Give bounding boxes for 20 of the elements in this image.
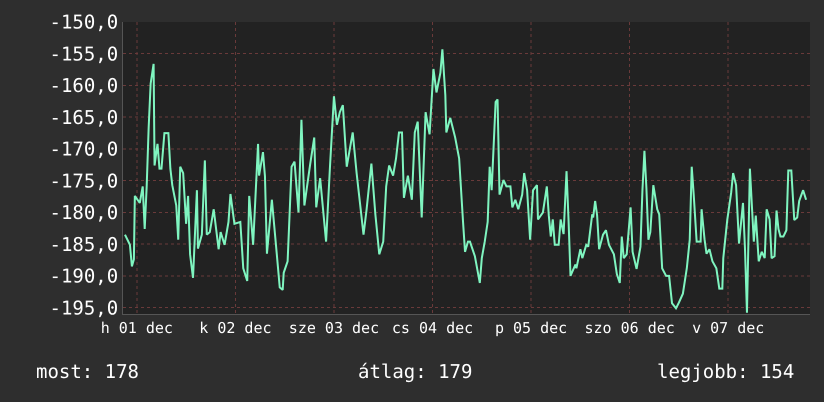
text: most: 178 — [36, 361, 139, 383]
y-tick-label: -150,0 — [50, 12, 118, 34]
x-tick-label: sze 03 dec — [288, 319, 380, 337]
y-tick-label: -195,0 — [50, 297, 118, 320]
y-tick-label: -180,0 — [50, 202, 118, 224]
x-tick-label: p 05 dec — [494, 319, 568, 337]
y-tick-label: -155,0 — [50, 43, 118, 66]
y-tick-label: -185,0 — [50, 234, 118, 256]
y-tick-label: -170,0 — [50, 138, 118, 161]
text: átlag: 179 — [358, 361, 472, 383]
x-tick-label: v 07 dec — [692, 319, 764, 337]
y-tick-label: -165,0 — [50, 106, 118, 129]
y-tick-label: -175,0 — [50, 170, 118, 192]
x-tick-label: h 01 dec — [100, 319, 173, 337]
y-tick-label: -160,0 — [50, 75, 118, 98]
x-tick-label: szo 06 dec — [584, 319, 675, 337]
x-tick-label: cs 04 dec — [392, 319, 474, 337]
x-tick-label: k 02 dec — [199, 319, 272, 337]
y-tick-label: -190,0 — [50, 266, 118, 288]
text: legjobb: 154 — [657, 361, 794, 383]
